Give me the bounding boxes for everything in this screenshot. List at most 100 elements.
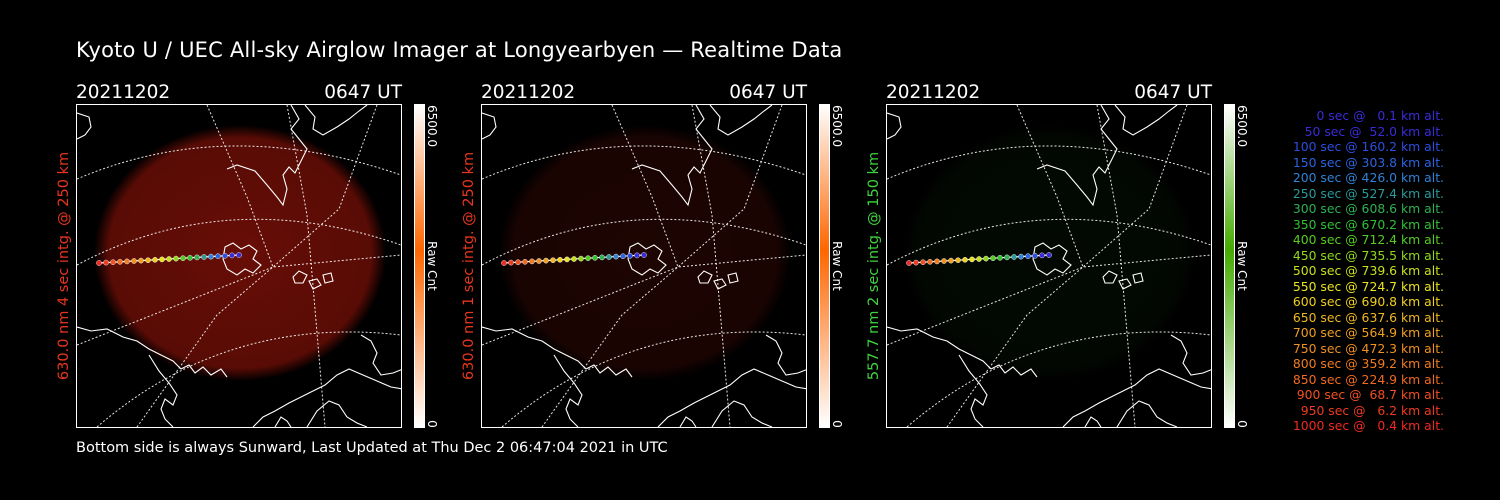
trajectory-point <box>201 254 207 260</box>
trajectory-point <box>920 259 926 265</box>
trajectory-legend: 0 sec @ 0.1 km alt. 50 sec @ 52.0 km alt.… <box>1250 108 1444 434</box>
trajectory-point <box>138 257 144 264</box>
trajectory-point <box>173 255 179 262</box>
trajectory-point <box>934 258 940 265</box>
panel-ylabel: 630.0 nm 1 sec intg. @ 250 km <box>461 151 477 381</box>
trajectory-point <box>124 258 130 265</box>
trajectory-point <box>913 259 919 266</box>
panel-ylabel: 630.0 nm 4 sec intg. @ 250 km <box>56 151 72 381</box>
trajectory-point <box>948 257 954 264</box>
trajectory-point <box>620 253 626 259</box>
trajectory-point <box>906 260 912 266</box>
page-title: Kyoto U / UEC All-sky Airglow Imager at … <box>76 38 843 62</box>
trajectory-point <box>515 259 521 265</box>
legend-row: 650 sec @ 637.6 km alt. <box>1292 309 1444 325</box>
trajectory-point <box>145 257 151 263</box>
rocket-trajectory <box>501 252 647 266</box>
trajectory-point <box>585 255 591 261</box>
trajectory-point <box>1018 253 1024 260</box>
trajectory-point <box>941 258 947 264</box>
legend-row: 350 sec @ 670.2 km alt. <box>1292 216 1444 232</box>
trajectory-point <box>152 256 158 263</box>
allsky-map <box>481 104 807 428</box>
legend-row: 400 sec @ 712.4 km alt. <box>1292 232 1444 247</box>
trajectory-point <box>599 254 605 261</box>
colorbar-unit-label: Raw Cnt <box>425 241 439 291</box>
panel-time: 0647 UT <box>1134 82 1212 103</box>
rocket-trajectory <box>96 252 242 266</box>
colorbar-unit-label: Raw Cnt <box>1235 241 1249 291</box>
colorbar-max-label: 6500.0 <box>1235 105 1249 147</box>
coastline <box>77 105 401 427</box>
panel-date: 20211202 <box>886 82 981 103</box>
trajectory-point <box>1032 252 1038 259</box>
trajectory-point <box>96 260 102 266</box>
lat-lon-grid <box>482 105 806 427</box>
colorbar-unit-label: Raw Cnt <box>830 241 844 291</box>
legend-row: 850 sec @ 224.9 km alt. <box>1292 371 1444 387</box>
trajectory-point <box>543 257 549 264</box>
panel-date: 20211202 <box>76 82 171 103</box>
trajectory-point <box>592 254 598 261</box>
trajectory-point <box>969 256 975 263</box>
trajectory-point <box>536 258 542 264</box>
lat-lon-grid <box>77 105 401 427</box>
trajectory-point <box>529 258 535 265</box>
trajectory-point <box>1039 252 1045 259</box>
colorbar-max-label: 6500.0 <box>425 105 439 147</box>
legend-row: 300 sec @ 608.6 km alt. <box>1292 201 1444 216</box>
legend-row: 200 sec @ 426.0 km alt. <box>1292 170 1444 185</box>
trajectory-point <box>131 258 137 264</box>
trajectory-point <box>634 252 640 259</box>
trajectory-point <box>194 254 200 261</box>
rocket-trajectory <box>906 252 1052 266</box>
legend-row: 700 sec @ 564.9 km alt. <box>1292 325 1444 340</box>
coastline <box>482 105 806 427</box>
trajectory-point <box>215 253 221 259</box>
trajectory-point <box>606 254 612 260</box>
legend-row: 950 sec @ 6.2 km alt. <box>1300 402 1444 418</box>
panel-time: 0647 UT <box>324 82 402 103</box>
colorbar-min-label: 0 <box>1235 420 1249 428</box>
trajectory-point <box>564 256 570 263</box>
trajectory-point <box>159 256 165 263</box>
footer-note: Bottom side is always Sunward, Last Upda… <box>76 440 668 456</box>
trajectory-point <box>236 252 242 258</box>
trajectory-point <box>550 257 556 263</box>
trajectory-point <box>571 256 577 262</box>
trajectory-point <box>1025 253 1031 259</box>
trajectory-point <box>103 259 109 266</box>
trajectory-point <box>578 255 584 262</box>
legend-row: 0 sec @ 0.1 km alt. <box>1316 108 1444 123</box>
trajectory-point <box>927 258 933 265</box>
trajectory-point <box>627 252 633 259</box>
trajectory-point <box>990 255 996 261</box>
trajectory-point <box>641 252 647 258</box>
legend-row: 50 sec @ 52.0 km alt. <box>1304 123 1444 139</box>
panel-time: 0647 UT <box>729 82 807 103</box>
colorbar <box>819 104 830 428</box>
legend-row: 900 sec @ 68.7 km alt. <box>1296 387 1444 402</box>
trajectory-point <box>208 253 214 260</box>
legend-row: 800 sec @ 359.2 km alt. <box>1292 356 1444 371</box>
lat-lon-grid <box>887 105 1211 427</box>
trajectory-point <box>229 252 235 259</box>
legend-row: 1000 sec @ 0.4 km alt. <box>1292 418 1444 433</box>
legend-row: 150 sec @ 303.8 km alt. <box>1292 154 1444 170</box>
trajectory-point <box>522 258 528 265</box>
legend-row: 500 sec @ 739.6 km alt. <box>1292 263 1444 278</box>
trajectory-point <box>557 256 563 263</box>
trajectory-point <box>222 252 228 259</box>
trajectory-point <box>1011 254 1017 260</box>
legend-row: 450 sec @ 735.5 km alt. <box>1292 247 1444 263</box>
legend-row: 600 sec @ 690.8 km alt. <box>1292 294 1444 309</box>
colorbar-max-label: 6500.0 <box>830 105 844 147</box>
colorbar-min-label: 0 <box>830 420 844 428</box>
colorbar-min-label: 0 <box>425 420 439 428</box>
colorbar <box>414 104 425 428</box>
trajectory-point <box>508 259 514 266</box>
trajectory-point <box>962 256 968 263</box>
trajectory-point <box>180 255 186 261</box>
trajectory-point <box>501 260 507 266</box>
trajectory-point <box>187 254 193 261</box>
